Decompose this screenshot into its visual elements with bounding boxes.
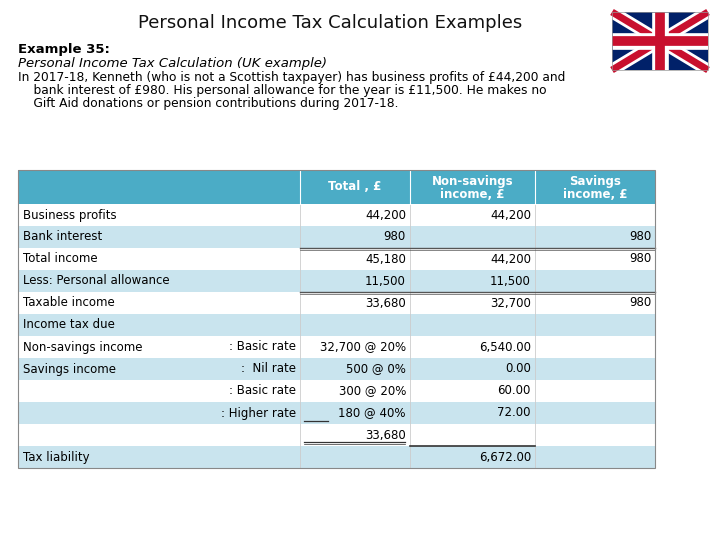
Text: 180 @ 40%: 180 @ 40% bbox=[338, 407, 406, 420]
Text: 45,180: 45,180 bbox=[365, 253, 406, 266]
Text: Taxable income: Taxable income bbox=[23, 296, 114, 309]
Text: Total , £: Total , £ bbox=[328, 180, 382, 193]
Text: 32,700 @ 20%: 32,700 @ 20% bbox=[320, 341, 406, 354]
Text: 11,500: 11,500 bbox=[490, 274, 531, 287]
Text: 6,672.00: 6,672.00 bbox=[479, 450, 531, 463]
Bar bbox=[18, 424, 655, 446]
Text: Tax liability: Tax liability bbox=[23, 450, 89, 463]
Text: Non-savings income: Non-savings income bbox=[23, 341, 143, 354]
Text: : Basic rate: : Basic rate bbox=[229, 384, 296, 397]
Bar bbox=[18, 446, 655, 468]
Text: income, £: income, £ bbox=[563, 187, 627, 200]
Bar bbox=[18, 380, 655, 402]
Text: Less: Personal allowance: Less: Personal allowance bbox=[23, 274, 170, 287]
Bar bbox=[18, 336, 655, 358]
Text: In 2017-18, Kenneth (who is not a Scottish taxpayer) has business profits of £44: In 2017-18, Kenneth (who is not a Scotti… bbox=[18, 71, 565, 84]
Text: 980: 980 bbox=[629, 296, 651, 309]
Text: 72.00: 72.00 bbox=[498, 407, 531, 420]
Text: Bank interest: Bank interest bbox=[23, 231, 102, 244]
Text: 0.00: 0.00 bbox=[505, 362, 531, 375]
Text: 980: 980 bbox=[629, 231, 651, 244]
Bar bbox=[18, 226, 655, 248]
Text: Personal Income Tax Calculation (UK example): Personal Income Tax Calculation (UK exam… bbox=[18, 57, 327, 70]
Text: Business profits: Business profits bbox=[23, 208, 117, 221]
Text: 60.00: 60.00 bbox=[498, 384, 531, 397]
Text: 500 @ 0%: 500 @ 0% bbox=[346, 362, 406, 375]
Bar bbox=[18, 204, 655, 226]
Text: 44,200: 44,200 bbox=[490, 208, 531, 221]
Text: : Higher rate: : Higher rate bbox=[221, 407, 296, 420]
Bar bbox=[18, 248, 655, 270]
Bar bbox=[18, 270, 655, 292]
Bar bbox=[18, 402, 655, 424]
Bar bbox=[18, 314, 655, 336]
Text: 300 @ 20%: 300 @ 20% bbox=[338, 384, 406, 397]
Text: Personal Income Tax Calculation Examples: Personal Income Tax Calculation Examples bbox=[138, 14, 522, 32]
Text: 33,680: 33,680 bbox=[365, 296, 406, 309]
Text: Total income: Total income bbox=[23, 253, 98, 266]
Text: Savings: Savings bbox=[569, 174, 621, 187]
Text: Income tax due: Income tax due bbox=[23, 319, 115, 332]
Bar bbox=[18, 358, 655, 380]
Text: bank interest of £980. His personal allowance for the year is £11,500. He makes : bank interest of £980. His personal allo… bbox=[18, 84, 546, 97]
Bar bbox=[612, 12, 708, 70]
Text: 33,680: 33,680 bbox=[365, 429, 406, 442]
Text: income, £: income, £ bbox=[440, 187, 505, 200]
Bar bbox=[18, 292, 655, 314]
Text: Savings income: Savings income bbox=[23, 362, 116, 375]
Bar bbox=[18, 170, 655, 204]
Text: 11,500: 11,500 bbox=[365, 274, 406, 287]
Text: 980: 980 bbox=[384, 231, 406, 244]
Text: Gift Aid donations or pension contributions during 2017-18.: Gift Aid donations or pension contributi… bbox=[18, 97, 398, 110]
Text: 44,200: 44,200 bbox=[365, 208, 406, 221]
Text: Non-savings: Non-savings bbox=[432, 174, 513, 187]
Bar bbox=[612, 12, 708, 70]
Text: 980: 980 bbox=[629, 253, 651, 266]
Text: :  Nil rate: : Nil rate bbox=[241, 362, 296, 375]
Bar bbox=[18, 170, 655, 468]
Text: : Basic rate: : Basic rate bbox=[229, 341, 296, 354]
Text: Example 35:: Example 35: bbox=[18, 43, 110, 56]
Text: 6,540.00: 6,540.00 bbox=[479, 341, 531, 354]
Text: 32,700: 32,700 bbox=[490, 296, 531, 309]
Text: 44,200: 44,200 bbox=[490, 253, 531, 266]
